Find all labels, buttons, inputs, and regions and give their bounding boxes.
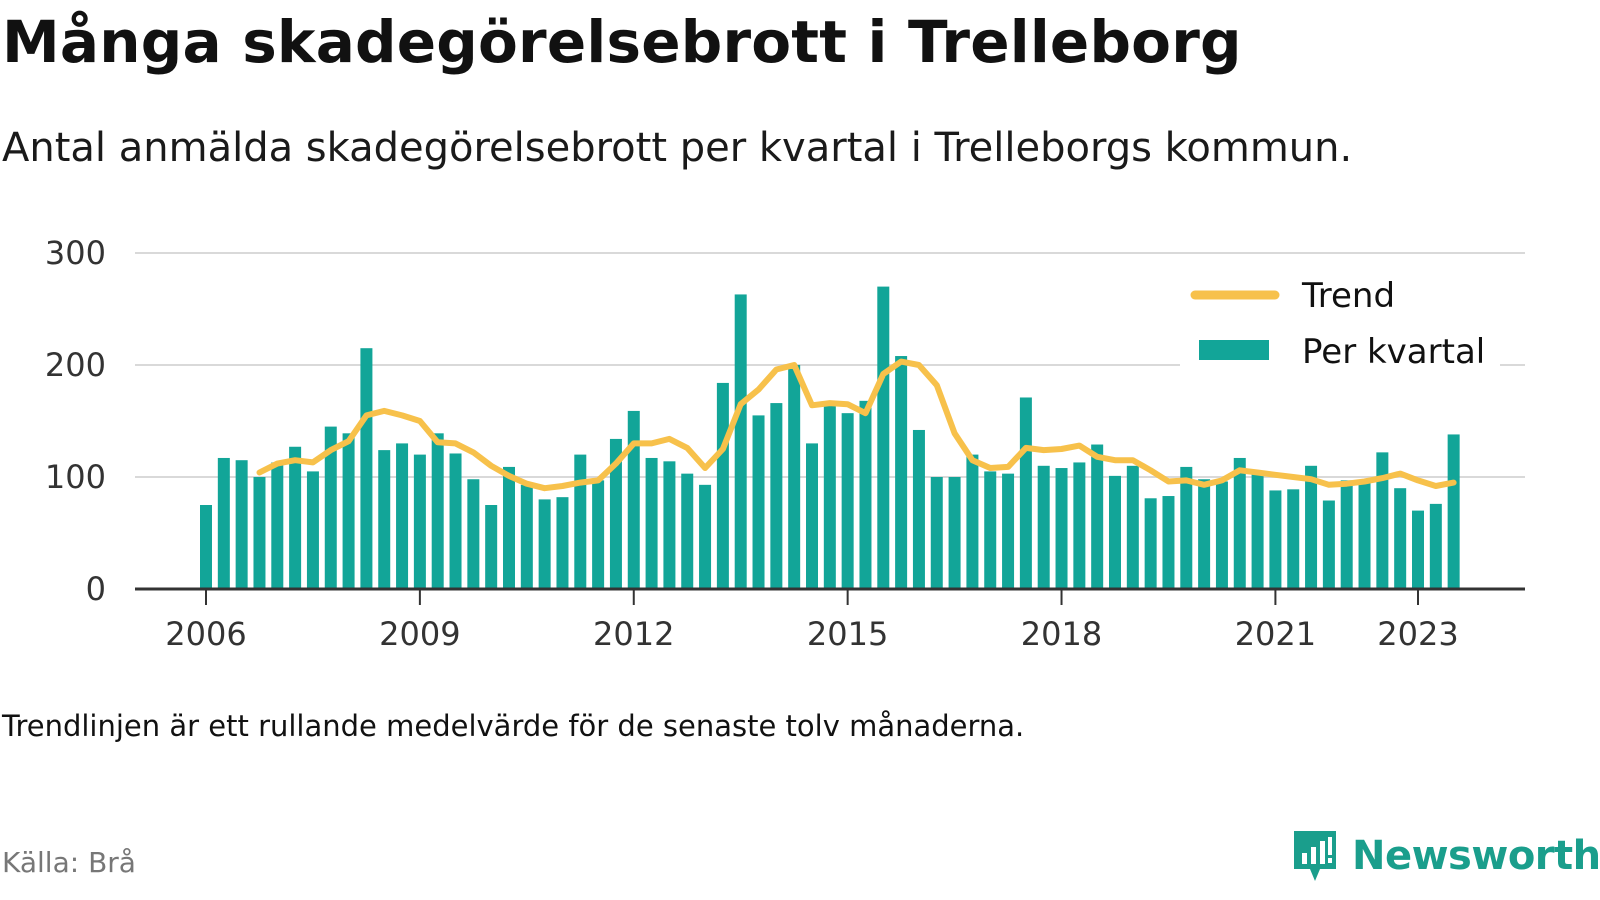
brand-logo[interactable]: Newsworthy	[1290, 826, 1600, 886]
bar	[1091, 444, 1104, 589]
x-tick-label: 2018	[1021, 615, 1102, 653]
x-tick-label: 2023	[1377, 615, 1458, 653]
bar	[1233, 457, 1246, 589]
bar	[788, 365, 801, 589]
bar	[1037, 465, 1050, 589]
bar	[1394, 488, 1407, 589]
chart-title: Många skadegörelsebrott i Trelleborg	[2, 8, 1242, 76]
bar	[770, 403, 783, 589]
bar	[663, 461, 676, 589]
bar	[1055, 468, 1068, 589]
bar	[1198, 479, 1211, 589]
bar	[1287, 489, 1300, 589]
bar	[503, 466, 515, 589]
y-tick-label: 100	[45, 458, 106, 496]
bar	[1002, 473, 1015, 589]
x-tick-label: 2021	[1235, 615, 1316, 653]
legend-label-per-kvartal: Per kvartal	[1302, 332, 1485, 372]
bar	[235, 460, 248, 589]
bar	[1109, 475, 1121, 589]
bar	[538, 499, 551, 589]
bar	[1376, 452, 1389, 589]
x-tick-label: 2015	[807, 615, 888, 653]
bar	[609, 438, 622, 589]
bar	[1251, 473, 1264, 589]
bar	[930, 477, 943, 589]
trend-line	[256, 358, 1457, 492]
bar	[360, 348, 373, 589]
bar	[467, 479, 480, 589]
trend-series	[256, 358, 1457, 492]
x-axis-ticks: 2006 2009 2012 2015 2018 2021 2023	[165, 589, 1459, 653]
bar	[645, 457, 658, 589]
bar	[734, 294, 747, 589]
bar	[1305, 465, 1318, 589]
bar	[716, 382, 729, 589]
newsworthy-logo-icon	[1294, 831, 1336, 881]
bar	[1073, 462, 1086, 589]
bar	[574, 454, 587, 589]
bar	[627, 410, 640, 589]
chart-note: Trendlinjen är ett rullande medelvärde f…	[2, 709, 1025, 743]
bar	[1269, 490, 1282, 589]
bar	[984, 471, 997, 589]
bar	[449, 453, 462, 589]
bar	[1215, 481, 1228, 589]
bar	[1126, 465, 1139, 589]
bar	[200, 505, 212, 589]
bar	[1144, 498, 1157, 589]
bar	[396, 443, 409, 589]
bar	[378, 450, 391, 589]
bar	[752, 415, 765, 589]
brand-name: Newsworthy	[1352, 833, 1600, 879]
bar	[966, 454, 979, 589]
bar	[306, 471, 319, 589]
y-tick-label: 300	[45, 234, 106, 272]
bar	[895, 356, 908, 589]
bar	[1340, 480, 1353, 589]
bar	[859, 400, 872, 589]
x-tick-label: 2012	[593, 615, 674, 653]
bar	[342, 433, 355, 589]
bar	[217, 457, 230, 589]
bar	[948, 477, 961, 589]
bar	[413, 454, 426, 589]
bar	[556, 497, 569, 589]
source-text: Källa: Brå	[2, 846, 136, 879]
x-tick-label: 2009	[379, 615, 460, 653]
y-tick-label: 200	[45, 346, 106, 384]
bar	[592, 480, 605, 589]
x-tick-label: 2006	[165, 615, 246, 653]
bar	[289, 446, 302, 589]
bar	[699, 484, 712, 589]
legend: Trend Per kvartal	[1180, 262, 1500, 372]
bar	[485, 505, 498, 589]
bar	[823, 403, 836, 589]
bar	[912, 429, 925, 589]
bar	[324, 426, 337, 589]
legend-swatch-per-kvartal	[1199, 340, 1269, 360]
bar	[806, 443, 818, 589]
bar	[841, 413, 854, 589]
bar-series	[200, 286, 1460, 589]
bar	[1019, 397, 1032, 589]
bar	[1447, 434, 1460, 589]
bar	[1180, 466, 1193, 589]
bar	[1322, 500, 1335, 589]
bar	[1429, 503, 1442, 589]
bar	[1412, 510, 1424, 589]
bar	[253, 477, 266, 589]
bar	[877, 286, 890, 589]
bar	[431, 433, 444, 589]
bar	[520, 484, 533, 589]
bar	[681, 473, 694, 589]
bar	[1162, 496, 1175, 589]
y-axis-ticks: 0 100 200 300	[45, 234, 106, 608]
y-tick-label: 0	[86, 570, 106, 608]
legend-label-trend: Trend	[1301, 276, 1395, 316]
bar	[1358, 480, 1371, 589]
bar	[271, 462, 284, 589]
chart-subtitle: Antal anmälda skadegörelsebrott per kvar…	[2, 125, 1353, 171]
